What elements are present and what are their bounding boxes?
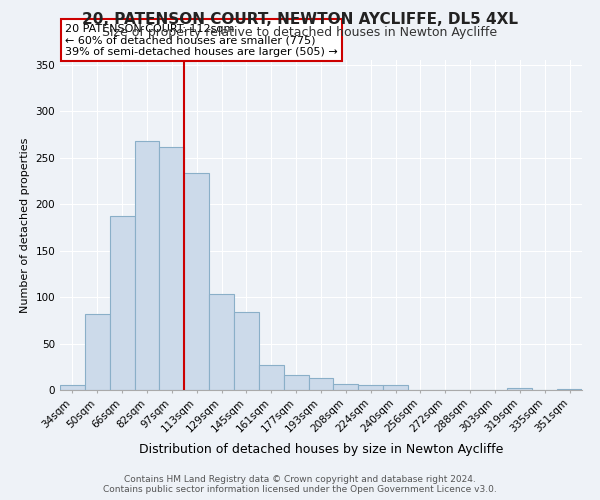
Bar bbox=[134, 141, 160, 390]
Y-axis label: Number of detached properties: Number of detached properties bbox=[20, 138, 30, 312]
Text: Size of property relative to detached houses in Newton Aycliffe: Size of property relative to detached ho… bbox=[103, 26, 497, 39]
Text: 20 PATENSON COURT: 112sqm
← 60% of detached houses are smaller (775)
39% of semi: 20 PATENSON COURT: 112sqm ← 60% of detac… bbox=[65, 24, 338, 56]
Bar bbox=[209, 294, 234, 390]
Bar bbox=[160, 148, 184, 390]
X-axis label: Distribution of detached houses by size in Newton Aycliffe: Distribution of detached houses by size … bbox=[139, 443, 503, 456]
Bar bbox=[60, 386, 85, 390]
Text: Contains HM Land Registry data © Crown copyright and database right 2024.
Contai: Contains HM Land Registry data © Crown c… bbox=[103, 474, 497, 494]
Bar bbox=[259, 365, 284, 390]
Text: 20, PATENSON COURT, NEWTON AYCLIFFE, DL5 4XL: 20, PATENSON COURT, NEWTON AYCLIFFE, DL5… bbox=[82, 12, 518, 28]
Bar bbox=[284, 375, 308, 390]
Bar bbox=[234, 312, 259, 390]
Bar bbox=[184, 174, 209, 390]
Bar bbox=[110, 216, 134, 390]
Bar bbox=[358, 386, 383, 390]
Bar bbox=[557, 389, 582, 390]
Bar bbox=[383, 386, 408, 390]
Bar bbox=[85, 314, 110, 390]
Bar bbox=[308, 378, 334, 390]
Bar bbox=[508, 388, 532, 390]
Bar bbox=[334, 384, 358, 390]
